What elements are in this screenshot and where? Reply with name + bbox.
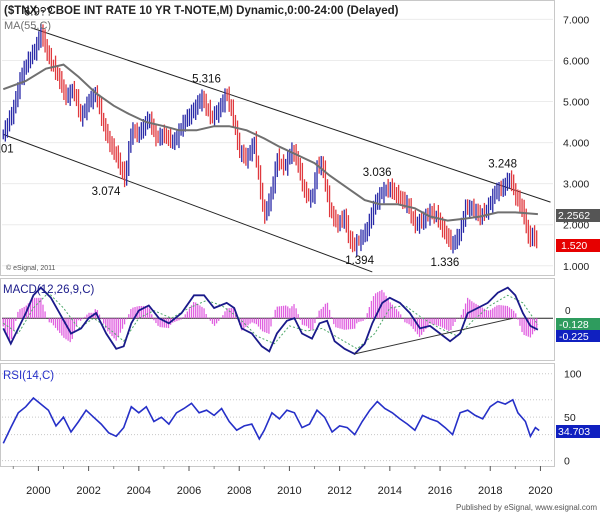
macd-signal-line [3,291,539,350]
rsi-y-tick-label: 100 [564,369,582,381]
price-y-tick-label: 7.000 [563,14,589,26]
last-price-badge [556,239,600,252]
rsi-panel [0,363,555,467]
price-y-tick-label: 1.000 [563,261,589,273]
price-annotation: 5.316 [192,73,221,85]
rsi-line [2,396,540,444]
price-y-tick-label: 3.000 [563,179,589,191]
x-tick-label: 2014 [378,485,402,497]
price-bars [2,23,538,257]
macd-title: MACD(12,26,9,C) [3,284,95,296]
x-tick-label: 2002 [76,485,100,497]
price-y-tick-label: 2.000 [563,220,589,232]
moving-average [2,63,538,222]
macd-zero-label: 0 [565,306,571,317]
rsi-line [2,396,540,444]
price-annotations: 6.9?? .101 3.074 5.316 1.394 3.036 1.336 3.248 [0,6,517,268]
chart-title: ($TNX - CBOE INT RATE 10 YR T-NOTE,M) Dy… [4,5,399,17]
rsi-y-tick-label: 50 [564,412,576,424]
x-axis: 2000 2002 2004 2006 2008 2010 2012 2014 2016 2018… [12,466,553,497]
price-panel [0,0,555,276]
macd-trendline [354,317,513,355]
price-annotation: 6.9?? [24,6,53,18]
price-y-tick-label: 4.000 [563,138,589,150]
rsi-value-badge [556,425,600,438]
x-tick-label: 2008 [227,485,251,497]
x-tick-label: 2004 [127,485,151,497]
x-tick-label: 2020 [528,485,552,497]
rsi-y-tick-label: 0 [564,456,570,468]
rsi-grid [2,373,553,462]
ma55-line [2,63,538,222]
price-y-axis: 1.000 2.000 3.000 4.000 5.000 6.000 7.000 [563,14,589,272]
channel-upper-line [30,27,551,203]
price-annotation: 1.336 [431,257,460,269]
rsi-value: 34.703 [558,426,590,438]
macd-value-badge [556,330,600,342]
signal-value-badge [556,318,600,330]
x-tick-label: 2006 [177,485,201,497]
price-y-tick-label: 5.000 [563,97,589,109]
macd-lines [2,286,539,356]
x-tick-label: 2012 [327,485,351,497]
price-annotation: .101 [0,144,14,156]
x-tick-label: 2018 [478,485,502,497]
rsi-y-axis: 100 50 0 [564,369,582,468]
macd-value: -0.225 [559,331,589,343]
x-tick-label: 2010 [277,485,301,497]
last-price: 1.520 [561,240,587,252]
price-annotation: 1.394 [345,255,374,267]
x-tick-label: 2000 [26,485,50,497]
price-annotation: 3.248 [488,158,517,170]
price-annotation: 3.074 [92,186,121,198]
rsi-title: RSI(14,C) [3,370,54,382]
price-y-tick-label: 6.000 [563,55,589,67]
x-tick-label: 2016 [428,485,452,497]
price-channel [3,27,551,273]
ma-value: 2.2562 [558,210,590,222]
watermark: © eSignal, 2011 [6,264,56,272]
channel-lower-line [3,133,373,273]
price-annotation: 3.036 [363,167,392,179]
macd-line [2,286,539,356]
macd-panel [0,278,555,361]
ma-value-badge [556,209,600,222]
footer-credit: Published by eSignal, www.esignal.com [456,503,597,512]
signal-value: -0.128 [559,319,589,331]
ma-label: MA(55,C) [4,20,51,32]
macd-histogram [2,289,538,343]
